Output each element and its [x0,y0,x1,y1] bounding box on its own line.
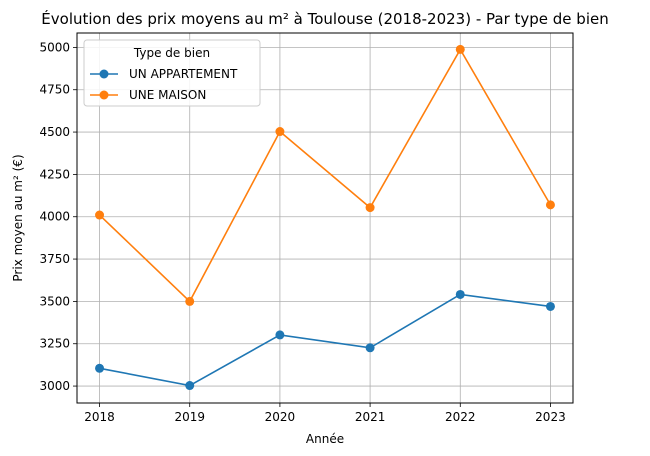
legend-label-une-maison: UNE MAISON [129,88,206,102]
y-axis-label: Prix moyen au m² (€) [11,154,25,281]
y-tick-label: 5000 [39,40,70,54]
y-tick-label: 4000 [39,210,70,224]
data-point-un-appartement [365,343,375,353]
y-tick-label: 3250 [39,337,70,351]
data-point-un-appartement [95,363,105,373]
series-line-une-maison [98,47,552,303]
legend-entries: UN APPARTEMENT UNE MAISON [90,67,238,102]
x-tick-label: 2019 [174,410,205,424]
data-point-une-maison [365,203,375,213]
data-point-une-maison [455,44,465,54]
y-axis: 3000 3250 3500 3750 4000 4250 4500 4750 5000 [39,40,77,393]
data-point-un-appartement [275,330,285,340]
x-tick-label: 2022 [445,410,476,424]
legend-box [83,39,261,107]
x-tick-label: 2018 [84,410,115,424]
grid [77,33,573,403]
legend-marker-une-maison [99,90,109,100]
x-tick-label: 2023 [535,410,566,424]
y-tick-label: 4250 [39,167,70,181]
data-point-une-maison [545,200,555,210]
legend-title: Type de bien [133,46,210,60]
legend-marker-un-appartement [99,69,109,79]
plot-area [76,32,574,404]
x-axis: 2018 2019 2020 2021 2022 2023 [84,403,566,424]
data-point-un-appartement [455,289,465,299]
series-group [95,44,555,391]
data-point-un-appartement [545,301,555,311]
y-tick-label: 3000 [39,379,70,393]
y-tick-label: 4500 [39,125,70,139]
legend: Type de bien UN APPARTEMENT UNE MAISON [83,39,261,107]
y-tick-label: 4750 [39,83,70,97]
data-point-une-maison [95,210,105,220]
legend-label-un-appartement: UN APPARTEMENT [129,67,238,81]
x-tick-label: 2021 [355,410,386,424]
data-point-une-maison [275,127,285,137]
chart-title: Évolution des prix moyens au m² à Toulou… [41,9,608,28]
data-point-une-maison [185,296,195,306]
x-axis-label: Année [306,432,344,446]
series-line-un-appartement [99,293,551,387]
x-tick-label: 2020 [265,410,296,424]
data-point-un-appartement [185,381,195,391]
y-tick-label: 3750 [39,252,70,266]
y-tick-label: 3500 [39,294,70,308]
